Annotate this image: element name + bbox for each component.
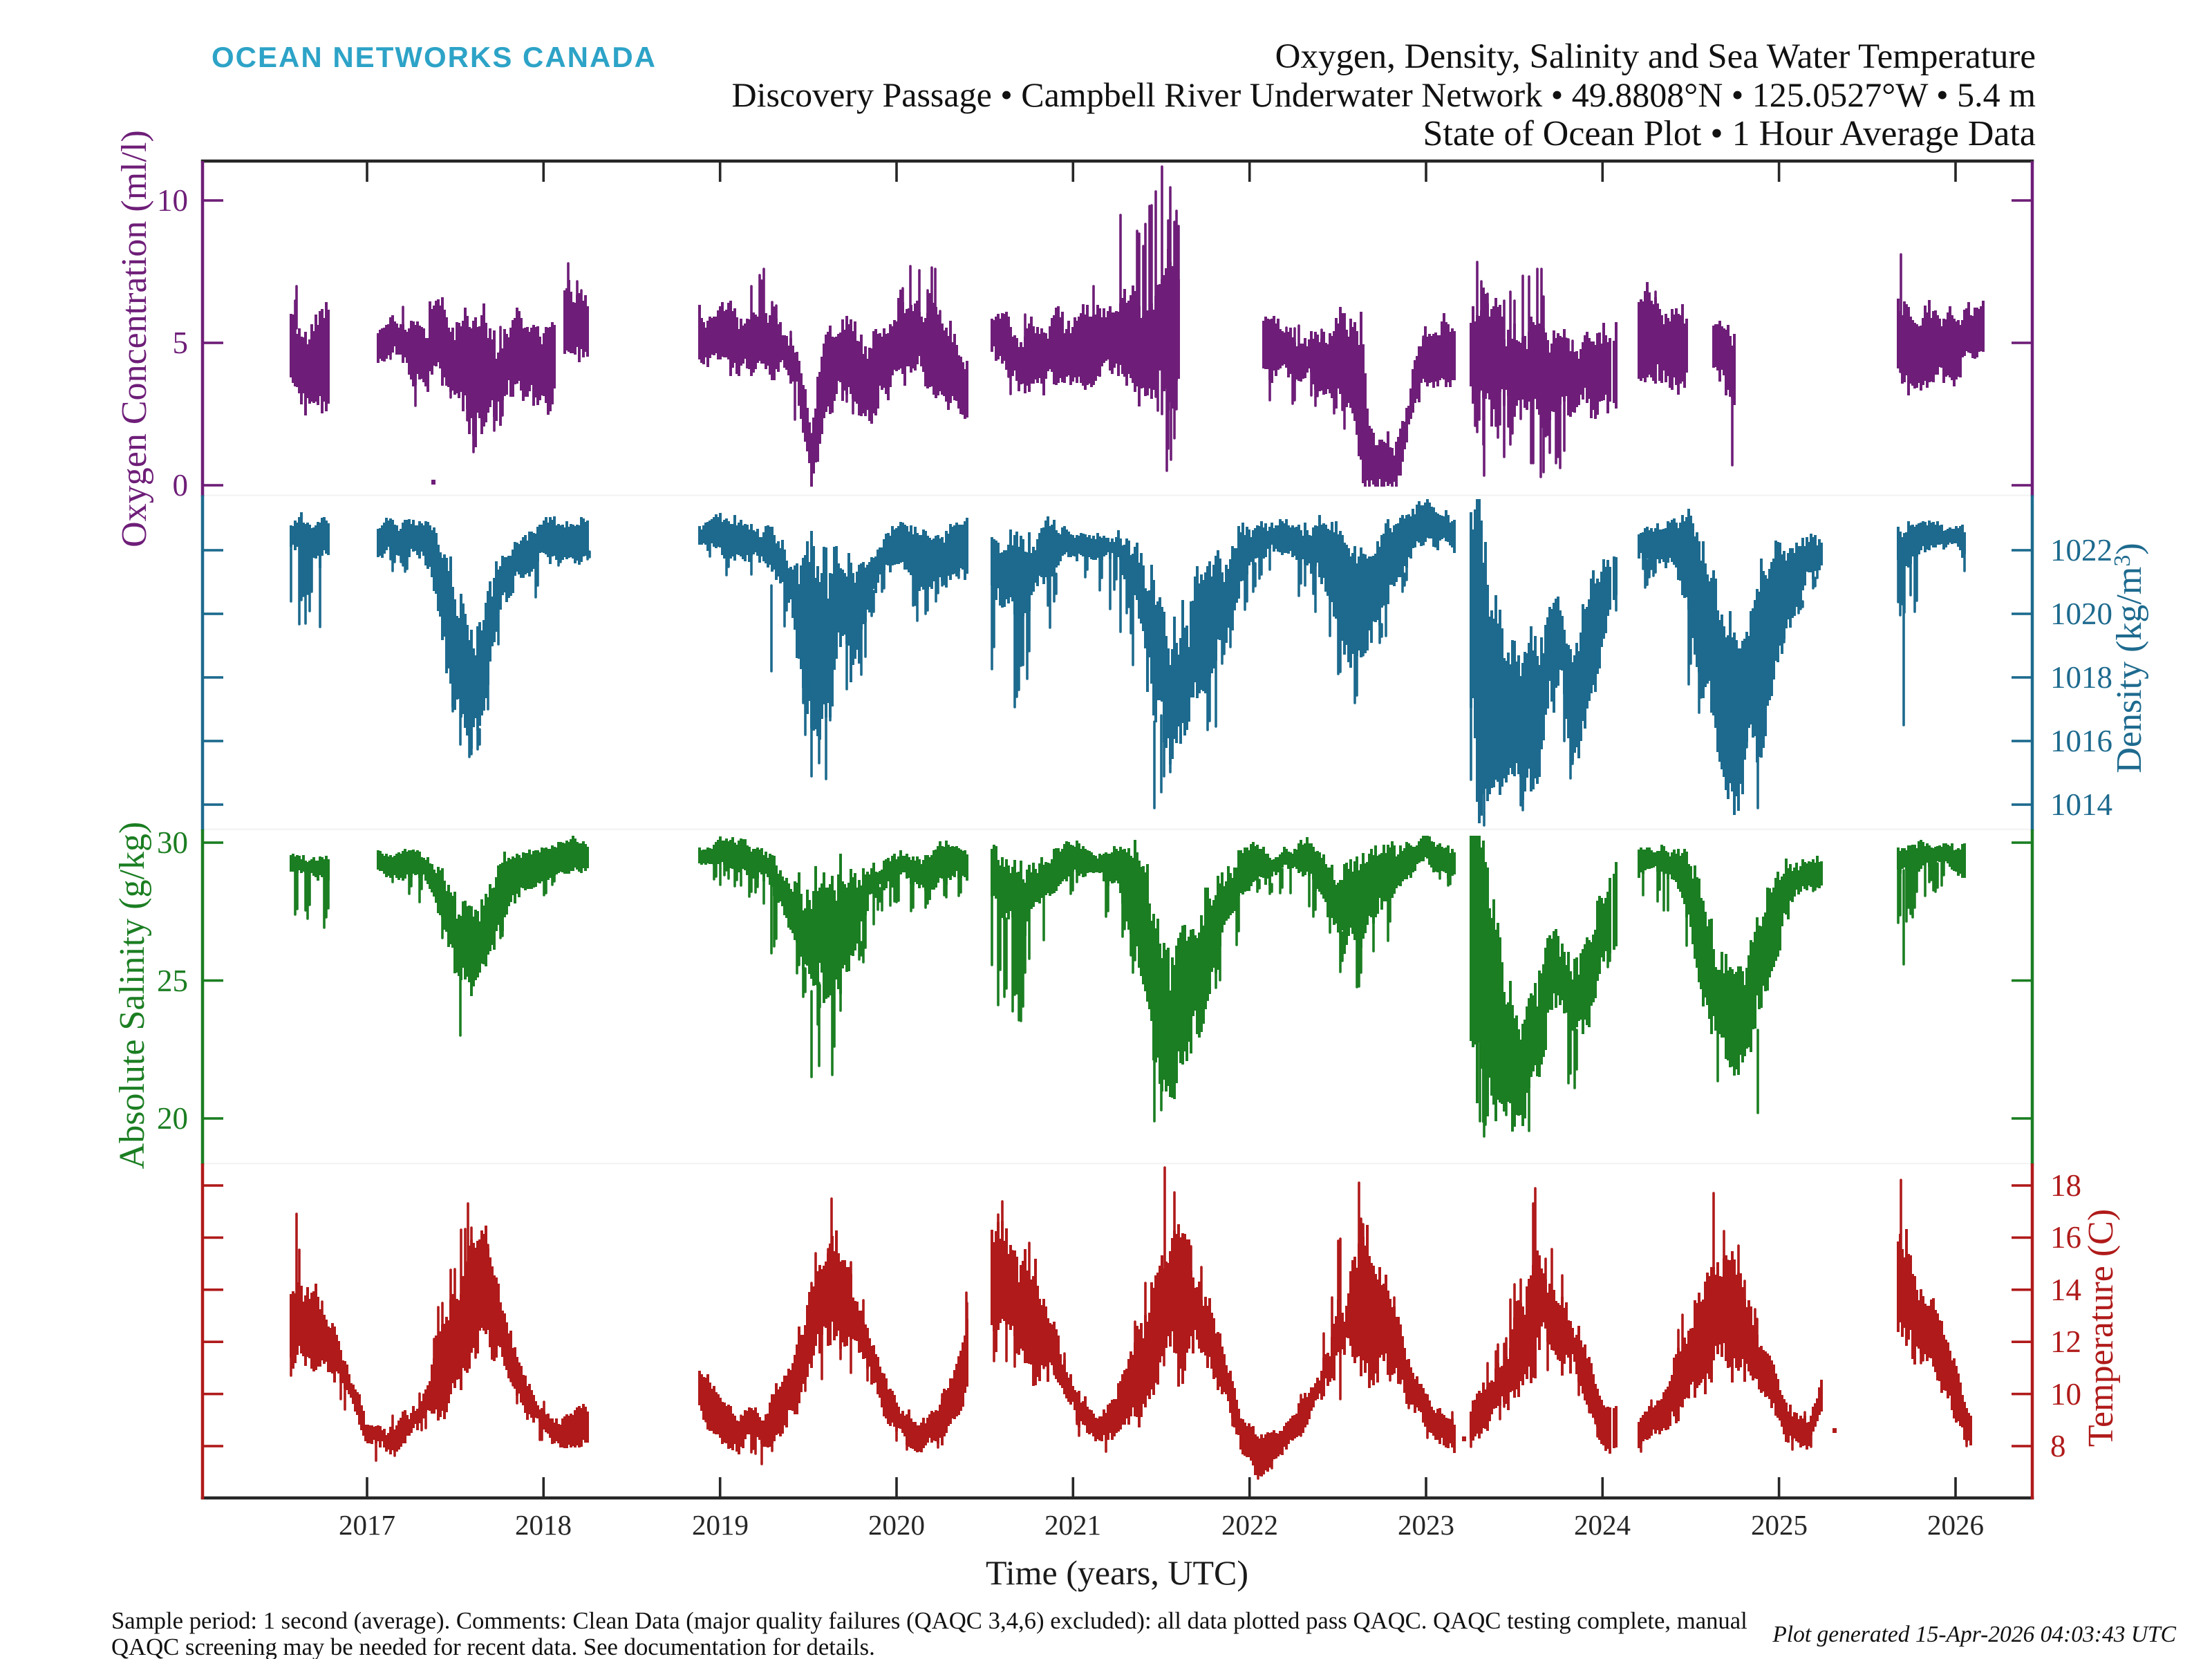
svg-text:0: 0 <box>173 468 189 503</box>
svg-text:2026: 2026 <box>1927 1509 1984 1541</box>
svg-text:2024: 2024 <box>1574 1509 1631 1541</box>
svg-text:25: 25 <box>157 964 188 998</box>
svg-text:2023: 2023 <box>1398 1509 1454 1541</box>
svg-text:Absolute Salinity (g/kg): Absolute Salinity (g/kg) <box>113 822 152 1170</box>
svg-text:Temperature (C): Temperature (C) <box>2081 1209 2121 1447</box>
svg-text:30: 30 <box>157 825 188 860</box>
svg-text:1016: 1016 <box>2050 724 2112 758</box>
svg-text:2019: 2019 <box>692 1509 749 1541</box>
svg-text:Discovery Passage • Campbell R: Discovery Passage • Campbell River Under… <box>731 75 2036 114</box>
svg-text:14: 14 <box>2050 1273 2081 1307</box>
svg-text:Oxygen, Density, Salinity and: Oxygen, Density, Salinity and Sea Water … <box>1275 37 2036 76</box>
svg-text:2017: 2017 <box>339 1509 395 1541</box>
svg-text:1020: 1020 <box>2050 597 2112 631</box>
svg-text:Plot generated 15-Apr-2026 04:: Plot generated 15-Apr-2026 04:03:43 UTC <box>1772 1622 2176 1647</box>
svg-text:20: 20 <box>157 1101 188 1136</box>
svg-text:Sample period: 1 second (avera: Sample period: 1 second (average). Comme… <box>111 1607 1747 1634</box>
svg-text:16: 16 <box>2050 1220 2081 1255</box>
svg-text:18: 18 <box>2050 1168 2081 1203</box>
svg-text:8: 8 <box>2050 1429 2066 1463</box>
svg-text:1022: 1022 <box>2050 533 2112 568</box>
svg-text:5: 5 <box>173 326 189 360</box>
svg-text:OCEAN NETWORKS CANADA: OCEAN NETWORKS CANADA <box>212 41 657 73</box>
svg-text:Oxygen Concentration (ml/l): Oxygen Concentration (ml/l) <box>115 130 154 547</box>
svg-text:12: 12 <box>2050 1324 2081 1359</box>
svg-text:2020: 2020 <box>868 1509 925 1541</box>
svg-text:10: 10 <box>2050 1377 2081 1412</box>
svg-text:1014: 1014 <box>2050 787 2112 822</box>
svg-text:2021: 2021 <box>1044 1509 1101 1541</box>
svg-text:Density (kg/m3): Density (kg/m3) <box>2110 543 2149 773</box>
svg-text:QAQC screening may be needed f: QAQC screening may be needed for recent … <box>111 1633 875 1659</box>
svg-text:10: 10 <box>157 183 188 218</box>
svg-text:State of Ocean Plot • 1 Hour A: State of Ocean Plot • 1 Hour Average Dat… <box>1423 114 2036 153</box>
svg-text:2025: 2025 <box>1751 1509 1808 1541</box>
svg-text:1018: 1018 <box>2050 660 2112 695</box>
svg-text:2022: 2022 <box>1221 1509 1278 1541</box>
svg-text:Time (years, UTC): Time (years, UTC) <box>986 1553 1248 1592</box>
svg-text:2018: 2018 <box>515 1509 572 1541</box>
